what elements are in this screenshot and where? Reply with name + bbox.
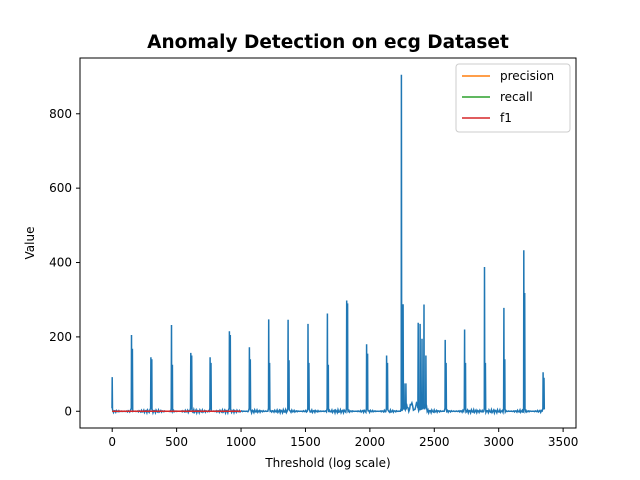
- legend-box: [455, 63, 571, 133]
- axis-ticks: 0 500 1000 1500 2000 2500 3000 3500 0 200 400 600 80…: [49, 107, 578, 449]
- legend-label-precision: precision: [500, 69, 554, 83]
- y-tick-label: 800: [49, 107, 72, 121]
- x-tick-label: 500: [165, 435, 188, 449]
- x-tick-label: 2500: [419, 435, 450, 449]
- y-tick-label: 200: [49, 330, 72, 344]
- x-tick-label: 0: [108, 435, 116, 449]
- legend: precision recall f1: [455, 63, 571, 133]
- y-tick-label: 0: [64, 404, 72, 418]
- legend-label-f1: f1: [500, 111, 512, 125]
- y-tick-label: 600: [49, 181, 72, 195]
- x-tick-label: 2000: [355, 435, 386, 449]
- x-tick-label: 3500: [548, 435, 579, 449]
- chart-title: Anomaly Detection on ecg Dataset: [147, 32, 509, 53]
- x-axis-label: Threshold (log scale): [264, 456, 390, 470]
- y-tick-label: 400: [49, 256, 72, 270]
- x-tick-label: 1500: [290, 435, 321, 449]
- axes-frame: [79, 57, 577, 429]
- y-axis-label: Value: [23, 227, 37, 260]
- x-tick-label: 1000: [226, 435, 257, 449]
- x-tick-label: 3000: [483, 435, 514, 449]
- legend-label-recall: recall: [500, 90, 533, 104]
- plot-area: [111, 74, 546, 416]
